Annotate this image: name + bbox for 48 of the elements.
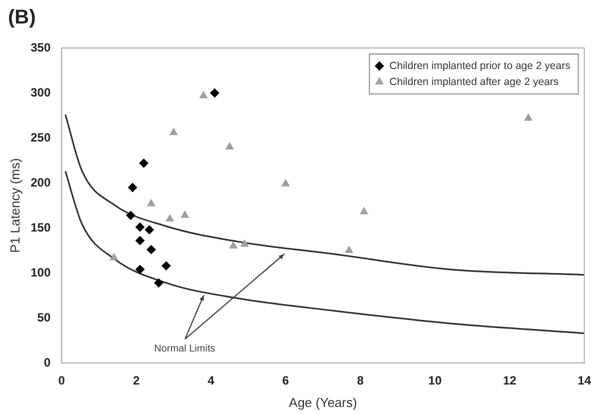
point [282,179,290,186]
point [170,128,178,136]
x-tick-label: 4 [208,374,215,388]
point [136,264,145,274]
point [229,242,238,248]
point [200,91,208,98]
point [144,225,154,234]
x-tick-label: 10 [428,374,442,388]
point [360,207,368,214]
point [154,278,164,288]
x-tick-label: 8 [356,374,364,388]
point [226,142,234,150]
y-tick-label: 350 [30,40,51,54]
point [240,240,249,247]
point [147,199,156,206]
y-tick-label: 150 [30,220,51,234]
x-axis-title: Age (Years) [288,394,358,410]
point [126,210,136,220]
x-tick-label: 2 [132,374,140,388]
point [136,222,145,232]
x-tick-label: 14 [578,374,592,388]
point [166,214,174,222]
y-tick-label: 300 [30,85,51,100]
annotation: Normal Limits [154,343,216,354]
line-series [64,170,584,334]
legend-label: Children implanted prior to age 2 years [389,60,570,72]
point [210,88,220,98]
y-tick-label: 200 [30,175,51,190]
point [139,158,148,168]
point [524,114,532,121]
y-axis-title: P1 Latency (ms) [7,158,22,253]
y-tick-label: 250 [30,130,51,144]
point [110,253,118,260]
point [345,246,354,253]
legend-label: Children implanted after age 2 years [389,76,559,88]
point [136,236,145,246]
chart-title: (B) [8,6,36,29]
x-tick-label: 12 [502,374,517,388]
y-tick-label: 50 [37,310,51,324]
point [180,210,189,218]
point [146,245,156,254]
x-tick-label: 6 [282,374,290,388]
x-tick-label: 0 [58,374,66,388]
line-series [64,114,584,276]
point [162,261,171,270]
y-tick-label: 100 [30,265,51,280]
point [128,183,138,192]
y-tick-label: 0 [44,355,51,370]
